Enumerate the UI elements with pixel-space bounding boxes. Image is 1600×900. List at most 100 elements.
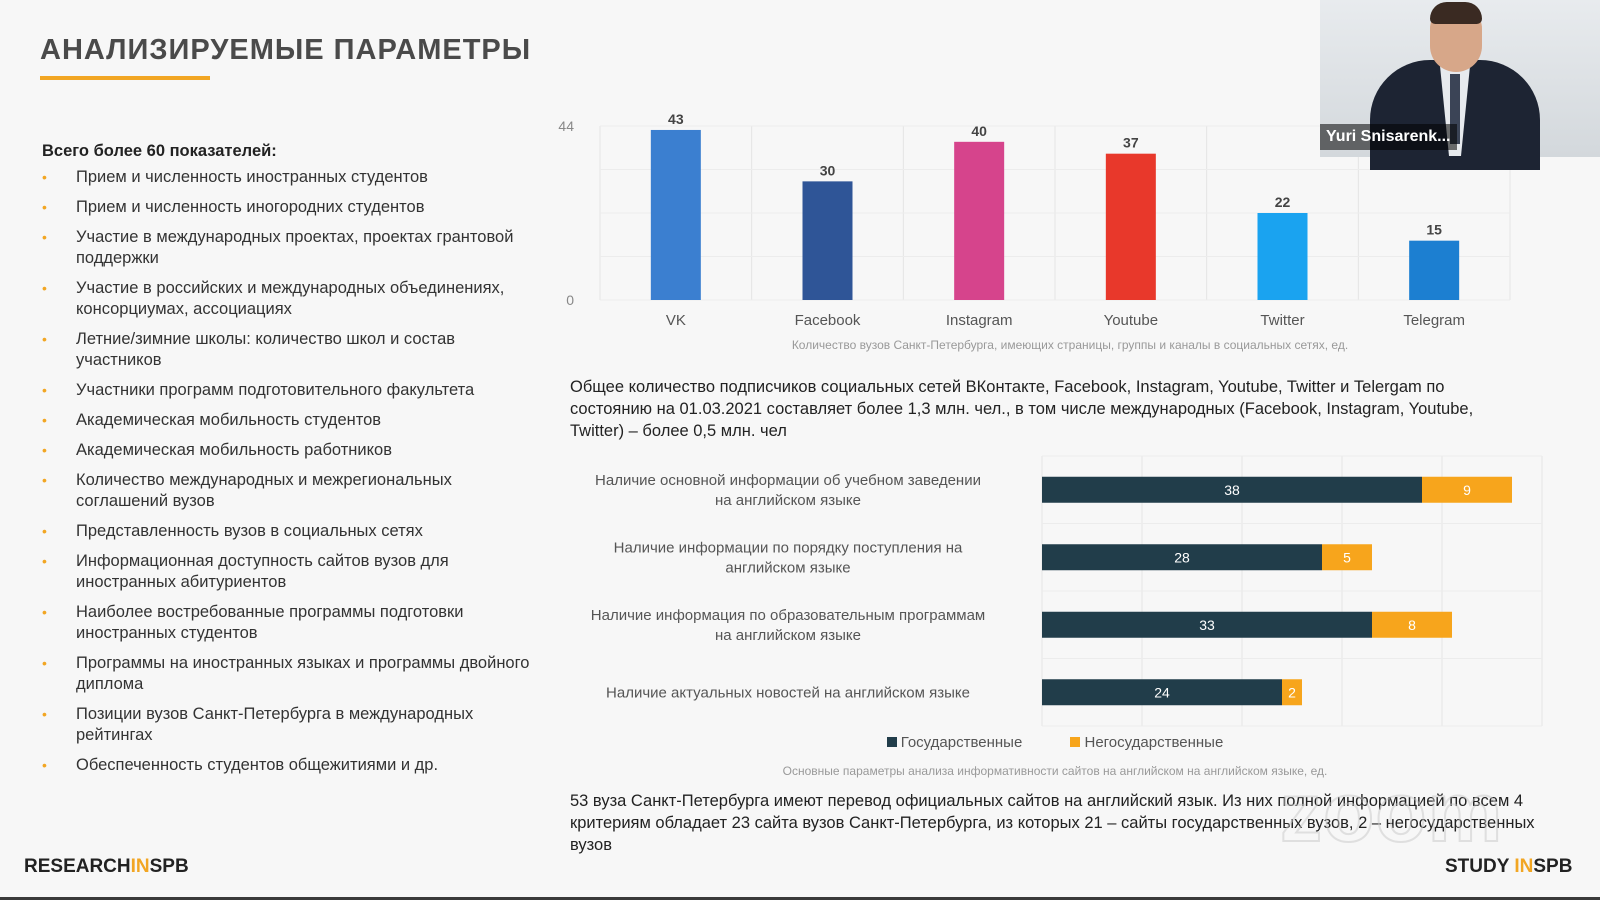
subscribers-paragraph: Общее количество подписчиков социальных … — [570, 378, 1474, 440]
bullet-dot-icon: • — [42, 199, 47, 215]
parameter-item: • Обеспеченность студентов общежитиями и … — [42, 755, 542, 776]
logo-left-in: IN — [130, 856, 150, 877]
logo-left-part3: SPB — [149, 856, 189, 877]
bar-instagram — [954, 141, 1005, 300]
bar-segment-nonstate — [1372, 611, 1452, 638]
parameter-text: Прием и численность иностранных студенто… — [76, 168, 428, 186]
researchinspb-logo: RESEARCHINSPB — [24, 856, 189, 878]
parameter-text: Программы на иностранных языках и програ… — [76, 654, 530, 693]
parameter-item: • Наиболее востребованные программы подго… — [42, 602, 542, 644]
parameter-text: Летние/зимние школы: количество школ и с… — [76, 330, 456, 369]
legend-swatch-nonstate — [1070, 737, 1081, 747]
parameter-item: • Позиции вузов Санкт-Петербурга в междун… — [42, 704, 542, 746]
participant-hair — [1430, 2, 1482, 24]
bar-value-label: 43 — [668, 111, 684, 127]
participant-name-label: Yuri Snisarenk... — [1320, 124, 1457, 150]
parameter-item: • Академическая мобильность студентов — [42, 410, 542, 431]
bullet-dot-icon: • — [42, 706, 47, 722]
parameters-list: • Прием и численность иностранных студент… — [42, 167, 542, 776]
participant-tie — [1450, 74, 1460, 144]
legend-state: Государственные — [886, 734, 1023, 751]
bar-segment-state — [1042, 476, 1422, 503]
parameter-item: • Количество международных и межрегиональ… — [42, 470, 542, 512]
parameter-item: • Представленность вузов в социальных сет… — [42, 521, 542, 542]
bar-value-label: 2 — [1288, 684, 1296, 700]
parameter-item: • Программы на иностранных языках и прогр… — [42, 653, 542, 695]
logo-right-part3: SPB — [1533, 856, 1573, 877]
english-sites-paragraph: 53 вуза Санкт-Петербурга имеют перевод о… — [570, 792, 1535, 854]
bar-value-label: 40 — [971, 123, 987, 139]
social-networks-bar-chart: 0 44 43 VK 30 Facebook 40 Instagram 37 Youtube 22 T… — [558, 111, 1511, 329]
parameter-text: Участие в международных проектах, проект… — [76, 228, 514, 267]
bar-value-label: 28 — [1174, 549, 1190, 565]
bar-value-label: 9 — [1463, 482, 1471, 498]
parameter-text: Наиболее востребованные программы подгот… — [76, 603, 464, 642]
zoom-watermark-logo: zoom — [1279, 764, 1504, 860]
bullet-dot-icon: • — [42, 553, 47, 569]
parameter-item: • Информационная доступность сайтов вузов… — [42, 551, 542, 593]
bullet-dot-icon: • — [42, 442, 47, 458]
category-label: Наличие информация по образовательным пр… — [591, 607, 985, 644]
legend-nonstate: Негосударственные — [1070, 734, 1223, 751]
parameter-text: Прием и численность иногородних студенто… — [76, 198, 425, 216]
parameter-text: Участники программ подготовительного фак… — [76, 381, 475, 399]
english-websites-bar-chart: 38 9 Наличие основной информации об учебно… — [591, 455, 1543, 727]
category-label: Наличие информации по порядку поступлени… — [614, 539, 963, 576]
y-tick-label: 0 — [566, 292, 574, 308]
parameter-text: Академическая мобильность работников — [76, 441, 392, 459]
parameter-item: • Летние/зимние школы: количество школ и … — [42, 329, 542, 371]
bullet-dot-icon: • — [42, 655, 47, 671]
slide-title: АНАЛИЗИРУЕМЫЕ ПАРАМЕТРЫ — [40, 34, 532, 66]
bar-segment-nonstate — [1282, 679, 1302, 706]
parameter-item: • Прием и численность иностранных студент… — [42, 167, 542, 188]
parameters-panel: Всего более 60 показателей: • Прием и чис… — [42, 142, 542, 785]
parameter-text: Количество международных и межрегиональн… — [76, 471, 452, 510]
x-tick-label: Telegram — [1403, 312, 1465, 329]
bar-facebook — [802, 181, 853, 300]
bar-value-label: 8 — [1408, 617, 1416, 633]
parameter-text: Позиции вузов Санкт-Петербурга в междуна… — [76, 705, 474, 744]
parameter-item: • Прием и численность иногородних студент… — [42, 197, 542, 218]
x-tick-label: Twitter — [1260, 312, 1304, 329]
bullet-dot-icon: • — [42, 331, 47, 347]
y-tick-label: 44 — [558, 118, 574, 134]
legend-label-nonstate: Негосударственные — [1084, 734, 1224, 751]
bullet-dot-icon: • — [42, 229, 47, 245]
bullet-dot-icon: • — [42, 382, 47, 398]
bar-value-label: 33 — [1199, 617, 1215, 633]
category-label: Наличие актуальных новостей на английско… — [606, 684, 970, 701]
studyinspb-logo: STUDY INSPB — [1445, 856, 1572, 878]
parameter-text: Обеспеченность студентов общежитиями и д… — [76, 756, 439, 774]
bar-segment-state — [1042, 679, 1282, 706]
bullet-dot-icon: • — [42, 472, 47, 488]
bar-value-label: 37 — [1123, 135, 1139, 151]
category-label: Наличие основной информации об учебном з… — [595, 472, 981, 509]
bar-value-label: 24 — [1154, 684, 1170, 700]
parameter-text: Информационная доступность сайтов вузов … — [76, 552, 449, 591]
parameters-heading: Всего более 60 показателей: — [42, 142, 277, 160]
english-chart-caption: Основные параметры анализа информативнос… — [782, 764, 1328, 778]
bar-segment-state — [1042, 544, 1322, 571]
x-tick-label: VK — [666, 312, 686, 329]
parameter-item: • Академическая мобильность работников — [42, 440, 542, 461]
logo-right-in: IN — [1514, 856, 1534, 877]
bar-segment-nonstate — [1422, 476, 1512, 503]
bar-value-label: 22 — [1275, 194, 1291, 210]
bar-value-label: 15 — [1426, 222, 1442, 238]
parameter-item: • Участие в российских и международных об… — [42, 278, 542, 320]
title-underline — [40, 76, 210, 80]
legend-swatch-state — [886, 737, 897, 747]
logo-right-part1: STUDY — [1445, 856, 1515, 877]
social-chart-caption: Количество вузов Санкт-Петербурга, имеющ… — [791, 338, 1349, 352]
logo-left-part1: RESEARCH — [24, 856, 131, 877]
bullet-dot-icon: • — [42, 169, 47, 185]
bullet-dot-icon: • — [42, 280, 47, 296]
parameter-text: Представленность вузов в социальных сетя… — [76, 522, 423, 540]
bar-segment-state — [1042, 611, 1372, 638]
bar-segment-nonstate — [1322, 544, 1372, 571]
bullet-dot-icon: • — [42, 412, 47, 428]
bar-value-label: 5 — [1343, 549, 1351, 565]
bar-telegram — [1409, 240, 1460, 300]
bar-twitter — [1257, 213, 1308, 300]
legend-label-state: Государственные — [900, 734, 1023, 751]
